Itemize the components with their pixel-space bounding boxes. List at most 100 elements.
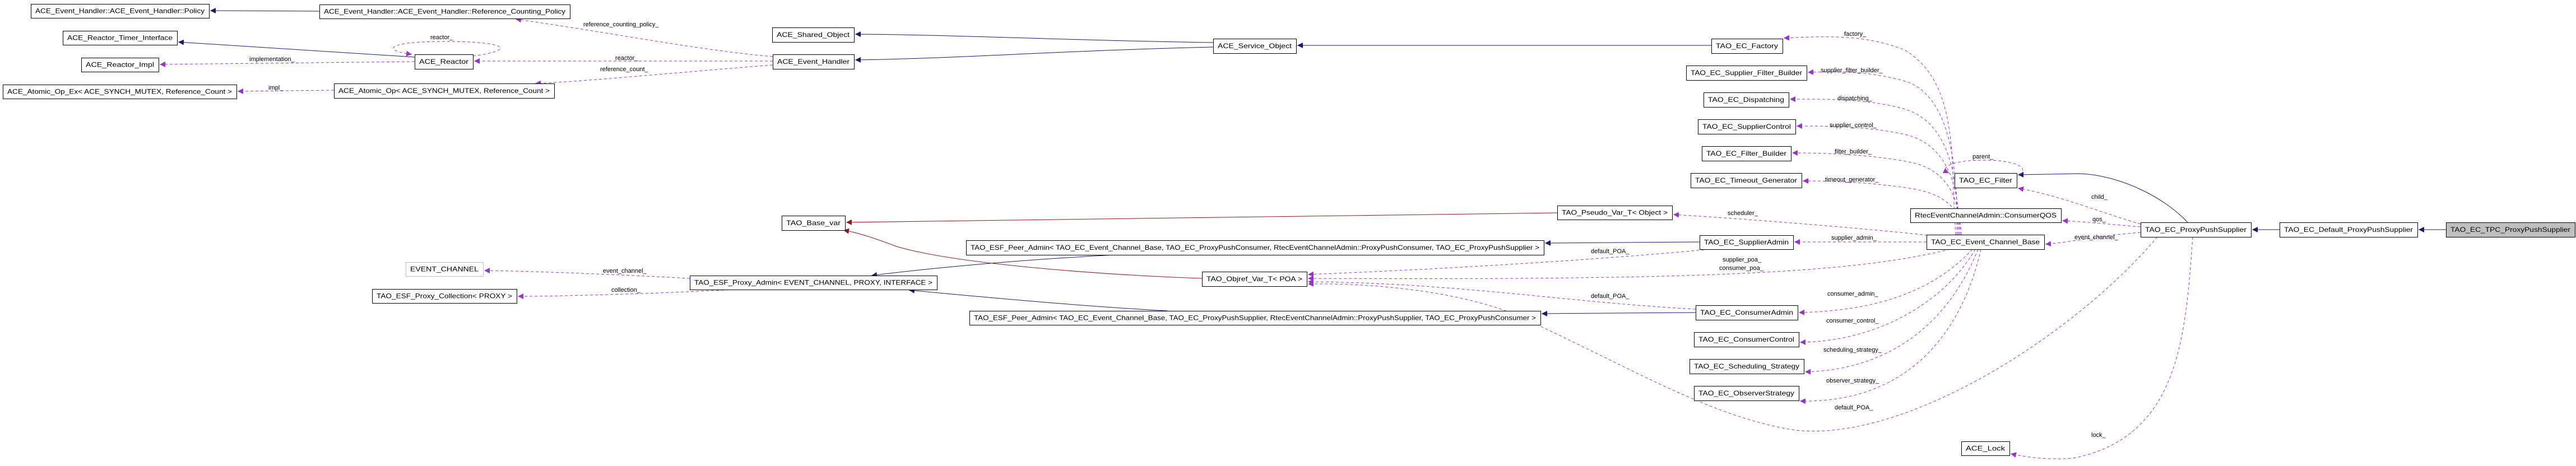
class-node-timeout-gen[interactable]: TAO_EC_Timeout_Generator (1691, 173, 1802, 188)
inheritance-edge-reactor-to-timer_if (178, 39, 415, 58)
class-node-label: ACE_Service_Object (1218, 42, 1292, 50)
template-instance-edge-pseudo_var-to-base_var (846, 212, 1558, 225)
class-node-label: TAO_EC_Dispatching (1708, 96, 1784, 104)
edge-label: timeout_generator_ (1825, 176, 1879, 183)
class-node-atomic-ex[interactable]: ACE_Atomic_Op_Ex< ACE_SYNCH_MUTEX, Refer… (3, 85, 237, 99)
inheritance-edge-consumer_admin-to-peer_supplier (1541, 310, 1696, 316)
edge-label: scheduler_ (1728, 210, 1758, 217)
class-node-filter[interactable]: TAO_EC_Filter (1955, 173, 2017, 188)
class-node-supplier-admin[interactable]: TAO_EC_SupplierAdmin (1700, 235, 1794, 250)
class-node-consumer-control[interactable]: TAO_EC_ConsumerControl (1694, 332, 1799, 347)
class-node-reactor[interactable]: ACE_Reactor (415, 54, 474, 69)
class-node-box (1910, 208, 2062, 223)
class-node-pseudo-var[interactable]: TAO_Pseudo_Var_T< Object > (1557, 206, 1673, 220)
class-node-factory[interactable]: TAO_EC_Factory (1711, 39, 1783, 54)
edge-label: supplier_poa_ (1723, 257, 1762, 263)
usage-edge-consumer_admin-to-objref (1307, 279, 1696, 310)
class-node-box (319, 4, 570, 19)
class-node-sfb[interactable]: TAO_EC_Supplier_Filter_Builder (1686, 66, 1807, 81)
class-node-box (334, 83, 555, 99)
class-node-peer-supplier[interactable]: TAO_ESF_Peer_Admin< TAO_EC_Event_Channel… (969, 311, 1541, 325)
usage-edge-supplier_admin-to-objref (1307, 249, 1710, 277)
class-node-box (1955, 173, 2017, 188)
usage-edge-pps-to-ace_lock (2010, 236, 2193, 459)
class-node-box (969, 311, 1541, 325)
class-node-rcpolicy[interactable]: ACE_Event_Handler::ACE_Event_Handler::Re… (319, 4, 570, 19)
usage-edge-ecb-to-consumer_admin (1798, 249, 1973, 315)
class-node-scheduling[interactable]: TAO_EC_Scheduling_Strategy (1690, 359, 1804, 374)
class-node-label: TAO_EC_ConsumerControl (1698, 335, 1794, 343)
edge-label: consumer_poa_ (1719, 265, 1764, 272)
class-node-label: TAO_Objref_Var_T< POA > (1206, 275, 1302, 283)
class-node-label: ACE_Reactor_Timer_Interface (67, 34, 173, 42)
class-node-shared-obj[interactable]: ACE_Shared_Object (772, 27, 855, 43)
class-node-label: TAO_Pseudo_Var_T< Object > (1562, 209, 1668, 217)
class-node-box (1694, 386, 1799, 401)
class-node-service-obj[interactable]: ACE_Service_Object (1213, 39, 1297, 54)
class-node-label: TAO_EC_Supplier_Filter_Builder (1691, 69, 1802, 77)
edge-label: collection_ (611, 287, 641, 293)
edge-label: reference_counting_policy_ (583, 21, 659, 28)
class-node-box (1961, 441, 2010, 456)
class-node-proxy-collection[interactable]: TAO_ESF_Proxy_Collection< PROXY > (372, 289, 517, 304)
class-node-box (1696, 305, 1798, 320)
class-node-observer[interactable]: TAO_EC_ObserverStrategy (1694, 386, 1799, 401)
edge-label: consumer_control_ (1826, 318, 1879, 324)
usage-edge-pps-to-consumer_qos (2062, 218, 2141, 227)
class-node-timer-if[interactable]: ACE_Reactor_Timer_Interface (63, 31, 178, 45)
usage-edge-atomic-to-atomic_ex (237, 88, 335, 94)
edge-label: filter_builder_ (1835, 148, 1872, 155)
class-node-supplier-control[interactable]: TAO_EC_SupplierControl (1698, 119, 1796, 134)
class-node-objref[interactable]: TAO_Objref_Var_T< POA > (1202, 272, 1307, 287)
class-node-label: ACE_Atomic_Op< ACE_SYNCH_MUTEX, Referenc… (338, 87, 550, 95)
template-instance-edge-objref-to-base_var (843, 228, 1203, 279)
edge-label: dispatching_ (1837, 95, 1873, 102)
class-node-base-var[interactable]: TAO_Base_var (782, 216, 846, 231)
class-node-ace-lock[interactable]: ACE_Lock (1961, 441, 2010, 456)
class-node-box (2446, 222, 2575, 237)
class-node-event-channel-param[interactable]: EVENT_CHANNEL (406, 262, 484, 277)
class-node-pps[interactable]: TAO_EC_ProxyPushSupplier (2141, 222, 2252, 237)
edge-label: reference_count_ (600, 66, 648, 73)
class-node-box (2280, 222, 2418, 237)
class-node-default-pps[interactable]: TAO_EC_Default_ProxyPushSupplier (2280, 222, 2418, 237)
class-node-event-handler[interactable]: ACE_Event_Handler (773, 54, 855, 69)
edge-label: event_channel_ (603, 268, 647, 274)
nodes-layer: ACE_Event_Handler::ACE_Event_Handler::Po… (3, 4, 2575, 456)
edge-labels-layer: reference_counting_policy_ reactor_refere… (249, 21, 2119, 439)
usage-edge-pps-to-filter (2017, 186, 2141, 225)
edge-label: consumer_admin_ (1827, 291, 1878, 297)
class-node-box (1557, 206, 1673, 220)
usage-edge-reactor-to-reactor (393, 41, 501, 57)
class-node-label: TAO_EC_Filter_Builder (1706, 150, 1786, 157)
class-node-label: ACE_Atomic_Op_Ex< ACE_SYNCH_MUTEX, Refer… (7, 88, 232, 96)
class-node-peer-consumer[interactable]: TAO_ESF_Peer_Admin< TAO_EC_Event_Channel… (966, 240, 1544, 255)
class-node-proxy-admin[interactable]: TAO_ESF_Proxy_Admin< EVENT_CHANNEL, PROX… (690, 276, 937, 290)
edge-label: supplier_filter_builder_ (1821, 67, 1883, 74)
class-node-atomic[interactable]: ACE_Atomic_Op< ACE_SYNCH_MUTEX, Referenc… (334, 83, 555, 99)
class-node-filter-builder[interactable]: TAO_EC_Filter_Builder (1702, 146, 1791, 161)
inheritance-edge-service_obj-to-shared_obj (855, 31, 1214, 43)
class-node-consumer-admin[interactable]: TAO_EC_ConsumerAdmin (1696, 305, 1798, 320)
class-node-box (773, 54, 855, 69)
class-node-label: TAO_EC_Scheduling_Strategy (1694, 362, 1799, 370)
class-node-dispatching[interactable]: TAO_EC_Dispatching (1704, 92, 1789, 108)
usage-edge-event_handler-to-atomic (535, 64, 773, 86)
usage-edge-ecb-to-supplier_control (1796, 123, 1960, 235)
class-node-reactor-impl[interactable]: ACE_Reactor_Impl (81, 58, 159, 72)
class-node-box (772, 27, 855, 43)
class-node-label: TAO_EC_ConsumerAdmin (1700, 309, 1793, 316)
class-node-label: TAO_EC_TPC_ProxyPushSupplier (2450, 226, 2570, 234)
usage-edge-reactor-to-reactor_impl (159, 61, 415, 67)
class-node-consumer-qos[interactable]: RtecEventChannelAdmin::ConsumerQOS (1910, 208, 2062, 223)
class-node-label: TAO_EC_SupplierControl (1702, 123, 1791, 131)
class-node-ecb[interactable]: TAO_EC_Event_Channel_Base (1927, 235, 2045, 250)
class-node-label: TAO_EC_ObserverStrategy (1698, 389, 1794, 397)
usage-edge-ecb-to-timeout_gen (1802, 178, 1962, 235)
class-node-tpc-pps[interactable]: TAO_EC_TPC_ProxyPushSupplier (2446, 222, 2575, 237)
edge-label: parent_ (1972, 153, 1994, 160)
edge-label: observer_strategy_ (1826, 378, 1879, 384)
class-node-label: ACE_Event_Handler::ACE_Event_Handler::Po… (35, 7, 205, 15)
edge-label: supplier_admin_ (1831, 235, 1877, 241)
class-node-policy[interactable]: ACE_Event_Handler::ACE_Event_Handler::Po… (31, 4, 210, 18)
